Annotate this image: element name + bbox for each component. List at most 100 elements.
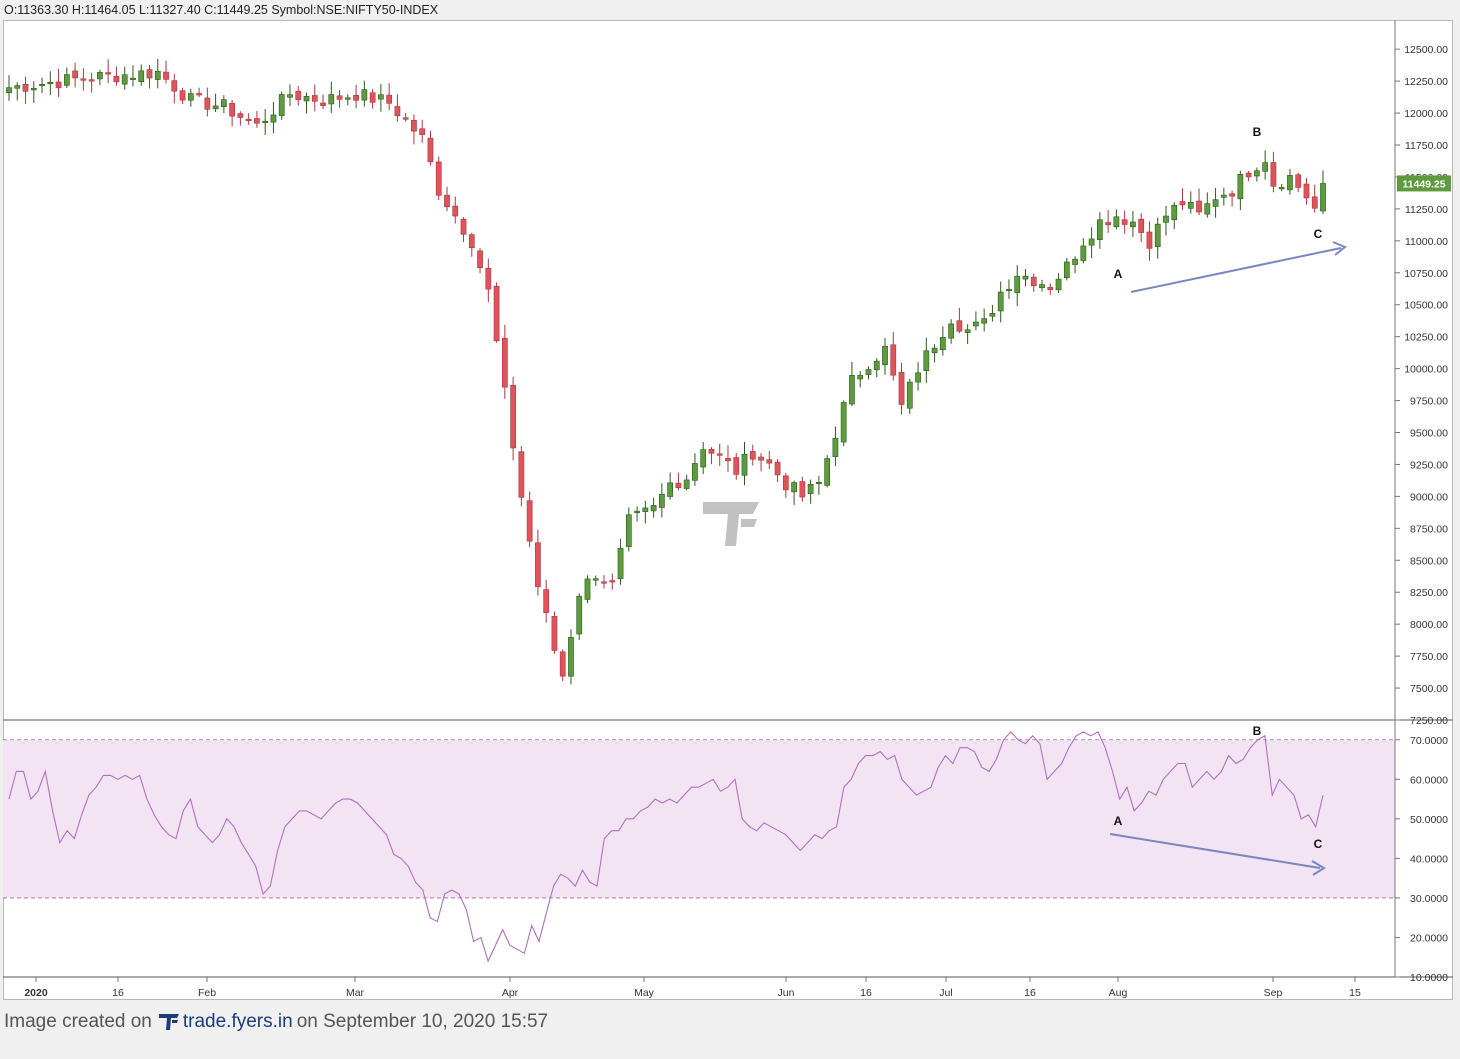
rsi-line [8,731,1324,963]
candle-body [683,479,690,489]
candle-body [1039,284,1045,289]
candle [1229,190,1235,207]
candle [344,94,351,106]
candle [518,446,525,507]
rsi-tick-label: 40.0000 [1410,853,1448,865]
candle [799,476,806,502]
candle-body [1270,162,1277,187]
candle [1088,227,1095,259]
candle-body [394,106,401,117]
candle-body [510,384,516,449]
watermark-glyph-bar [741,519,757,527]
candle [568,629,574,685]
rsi-tick-label: 30.0000 [1410,893,1448,905]
candle [840,400,847,447]
candle-body [535,542,541,588]
candle [1097,212,1103,249]
candle-body [460,218,467,235]
candle [427,130,434,166]
chart-canvas[interactable]: 12500.0012250.0012000.0011750.0011500.00… [3,20,1453,1000]
candle-body [956,320,963,332]
candle-body [444,194,450,208]
candle [1303,178,1310,205]
candle [758,453,764,472]
candle [270,102,277,134]
price-tick-label: 10000.00 [1404,364,1448,376]
candle-body [187,93,194,101]
candle [187,88,194,107]
candle-body [1179,201,1186,206]
candle [1080,238,1087,264]
candle [287,84,293,106]
candle-body [551,616,558,651]
candle [336,89,343,108]
price-tick-label: 7500.00 [1410,683,1448,695]
candle-body [22,84,29,92]
candle [1022,268,1029,287]
time-tick-label: May [634,987,655,999]
price-tick-label: 9250.00 [1410,459,1448,471]
candle [824,455,831,488]
rsi-band-layer [3,739,1395,899]
candle-body [725,458,731,462]
candle [774,459,781,482]
time-tick-label: Aug [1109,987,1128,999]
candle-body [939,337,946,351]
price-tick-label: 7750.00 [1410,651,1448,663]
ohlc-readout: O:11363.30 H:11464.05 L:11327.40 C:11449… [4,3,439,17]
candle-body [485,267,492,290]
candle [832,426,839,467]
candle-body [154,70,161,80]
candle-body [634,510,640,513]
candle-body [1220,194,1227,198]
candle-body [791,482,797,493]
candle [551,611,558,654]
candle-body [642,507,649,512]
rsi-tick-label: 10.0000 [1410,972,1448,984]
candle-body [1097,219,1103,240]
candle [1287,168,1293,195]
candle-body [501,337,508,388]
candle-body [1047,286,1054,290]
candle-body [849,375,855,405]
candle-body [1171,204,1178,221]
wave-label-a: A [1114,267,1123,281]
price-trendline [1130,247,1342,293]
candle [700,442,707,475]
candle [1278,184,1285,192]
candle [849,361,855,407]
candle [1014,265,1021,307]
candle [353,84,359,109]
candle-body [1063,261,1070,278]
candle-body [427,137,434,163]
candle-body [80,78,87,81]
candle [667,472,673,500]
candle-body [97,72,103,80]
price-tick-label: 9000.00 [1410,491,1448,503]
wave-label-b: B [1253,125,1262,139]
time-tick-label: Jun [778,987,795,999]
candle-body [898,371,905,405]
candle-body [14,85,21,89]
candle [493,282,500,343]
candle-body [700,449,707,468]
candle [80,68,87,91]
rsi-tick-label: 70.0000 [1410,735,1448,747]
candle [816,475,822,495]
candle-body [344,97,351,100]
fyers-brand-link[interactable]: trade.fyers.in [158,1011,293,1033]
candle [105,59,112,84]
candle [923,337,930,383]
candle-body [923,350,930,371]
candle [592,575,599,586]
price-tick-label: 12500.00 [1404,44,1448,56]
candle-body [584,578,591,600]
candle-body [452,205,459,217]
candle [138,64,145,86]
wave-label-c: C [1314,227,1323,241]
candle [625,507,632,552]
candle [601,575,607,589]
candle [898,362,905,415]
candle [1187,191,1194,214]
price-tick-label: 8000.00 [1410,619,1448,631]
